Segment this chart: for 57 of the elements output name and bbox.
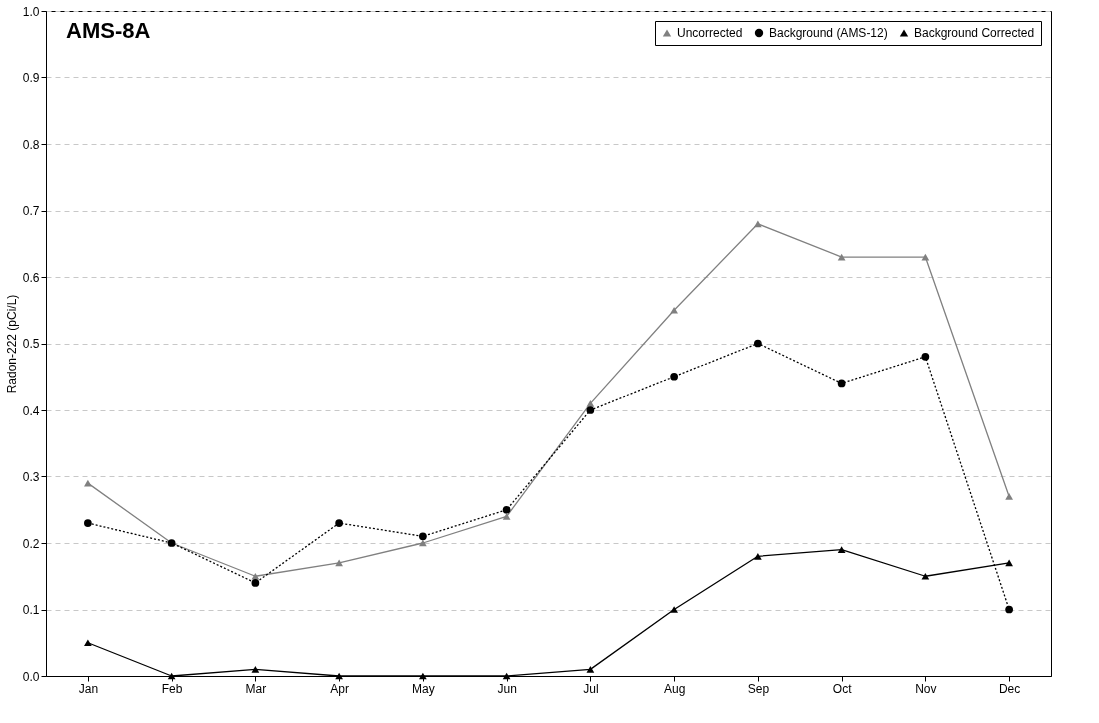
y-tick-label: 0.3 xyxy=(22,470,40,484)
point xyxy=(251,666,260,673)
x-tick-label: Feb xyxy=(161,681,183,696)
point xyxy=(670,306,678,314)
x-tick-label: Jul xyxy=(583,681,599,696)
point xyxy=(1005,493,1013,500)
y-tick-label: 0.1 xyxy=(22,603,40,617)
point xyxy=(670,606,678,613)
chart-title: AMS-8A xyxy=(66,18,151,43)
y-tick-label: 0.7 xyxy=(22,204,40,218)
point xyxy=(837,546,846,553)
point xyxy=(586,406,595,414)
y-tick-label: 1.0 xyxy=(22,4,40,19)
x-tick-label: Jan xyxy=(78,681,99,696)
legend-label: Background (AMS-12) xyxy=(769,26,888,40)
y-tick-label: 0.6 xyxy=(22,270,40,285)
x-tick-label: Jun xyxy=(497,681,517,696)
point xyxy=(921,572,930,580)
x-tick-label: May xyxy=(412,681,435,696)
y-tick-label: 0.8 xyxy=(22,137,40,152)
y-tick-label: 0.4 xyxy=(22,403,40,418)
x-tick-label: Oct xyxy=(832,681,853,696)
x-tick-label: Nov xyxy=(915,681,937,696)
x-tick-label: Sep xyxy=(747,681,770,696)
point xyxy=(419,532,427,541)
point xyxy=(84,479,92,487)
point xyxy=(837,379,846,388)
point xyxy=(754,552,762,560)
point xyxy=(1005,559,1013,567)
y-tick-label: 0.0 xyxy=(22,669,40,684)
point xyxy=(921,352,930,361)
point xyxy=(84,519,92,527)
y-tick-label: 0.2 xyxy=(22,536,40,551)
point xyxy=(1005,605,1013,614)
x-tick-label: Apr xyxy=(330,681,349,696)
legend-label: Uncorrected xyxy=(677,26,743,40)
x-tick-label: Dec xyxy=(998,681,1021,696)
y-tick-label: 0.5 xyxy=(22,337,40,351)
point xyxy=(502,513,511,520)
point xyxy=(335,559,343,567)
point xyxy=(586,666,595,673)
point xyxy=(754,339,762,348)
point xyxy=(670,372,678,381)
y-axis-title: Radon-222 (pCi/L) xyxy=(4,294,19,394)
x-tick-label: Aug xyxy=(663,681,686,696)
point xyxy=(251,572,260,580)
point xyxy=(419,672,427,680)
point xyxy=(754,220,762,228)
point xyxy=(84,639,92,647)
point xyxy=(419,539,427,547)
y-tick-label: 0.9 xyxy=(22,71,40,85)
point xyxy=(502,505,511,514)
legend-label: Background Corrected xyxy=(914,26,1035,40)
point xyxy=(586,400,595,407)
x-tick-label: Mar xyxy=(245,681,267,696)
point xyxy=(251,579,260,587)
point xyxy=(335,519,343,527)
